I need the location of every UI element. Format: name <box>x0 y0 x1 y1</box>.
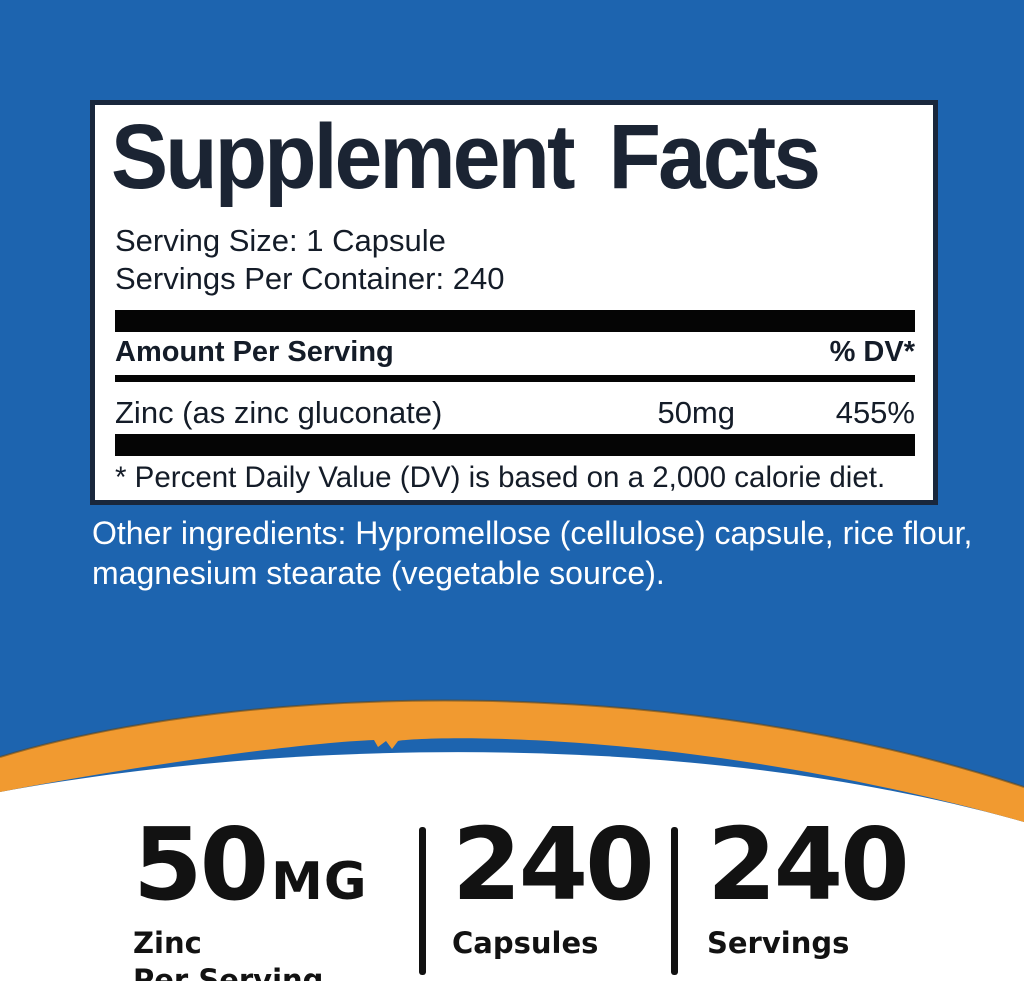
stat-capsules: 240 Capsules <box>452 806 655 962</box>
dv-footnote: * Percent Daily Value (DV) is based on a… <box>115 461 886 494</box>
stat-servings-label: Servings <box>707 925 907 962</box>
stat-capsules-label-line1: Capsules <box>452 926 599 960</box>
panel-title: Supplement Facts <box>111 106 821 208</box>
stat-dose: 50 MG Zinc Per Serving <box>133 815 368 981</box>
stat-divider-2 <box>671 827 678 975</box>
white-base-shape <box>0 752 1024 845</box>
table-header-row: Amount Per Serving % DV* <box>115 336 915 369</box>
stat-capsules-label: Capsules <box>452 925 652 962</box>
stat-dose-label-line2: Per Serving <box>133 963 324 981</box>
nutrient-name: Zinc (as zinc gluconate) <box>115 395 443 430</box>
stat-capsules-value-line: 240 <box>452 806 655 923</box>
stat-capsules-value: 240 <box>452 806 655 923</box>
divider-bar-thick-bottom <box>115 434 915 456</box>
servings-per-container-text: Servings Per Container: 240 <box>115 261 505 296</box>
stat-dose-unit: MG <box>271 852 368 912</box>
serving-size-text: Serving Size: 1 Capsule <box>115 223 446 258</box>
orange-wave <box>0 700 1024 822</box>
table-row: Zinc (as zinc gluconate) 50mg 455% <box>115 395 915 431</box>
nutrient-amount: 50mg <box>657 395 735 430</box>
other-ingredients-line-1: Other ingredients: Hypromellose (cellulo… <box>92 515 973 551</box>
stat-dose-label: Zinc Per Serving <box>133 925 368 981</box>
stat-servings-value: 240 <box>707 806 910 923</box>
amount-per-serving-label: Amount Per Serving <box>115 336 394 368</box>
wave-graphic <box>0 699 1024 845</box>
stat-servings-value-line: 240 <box>707 806 910 923</box>
divider-bar-thick-top <box>115 310 915 332</box>
stat-dose-label-line1: Zinc <box>133 926 202 960</box>
stats-section: 50 MG Zinc Per Serving 240 Capsules 240 <box>0 815 1024 981</box>
stat-divider-1 <box>419 827 426 975</box>
other-ingredients-line-2: magnesium stearate (vegetable source). <box>92 555 665 591</box>
percent-dv-label: % DV* <box>829 336 915 368</box>
wave-top-edge-shadow <box>0 699 1024 788</box>
stat-dose-value-line: 50 MG <box>133 815 368 915</box>
stat-dose-value: 50 <box>133 806 269 923</box>
stat-servings-label-line1: Servings <box>707 926 850 960</box>
other-ingredients: Other ingredients: Hypromellose (cellulo… <box>92 513 1022 593</box>
nutrient-dv: 455% <box>835 395 915 430</box>
supplement-facts-panel: Supplement Facts Serving Size: 1 Capsule… <box>90 100 938 505</box>
stat-servings: 240 Servings <box>707 806 910 962</box>
divider-bar-thin <box>115 375 915 382</box>
